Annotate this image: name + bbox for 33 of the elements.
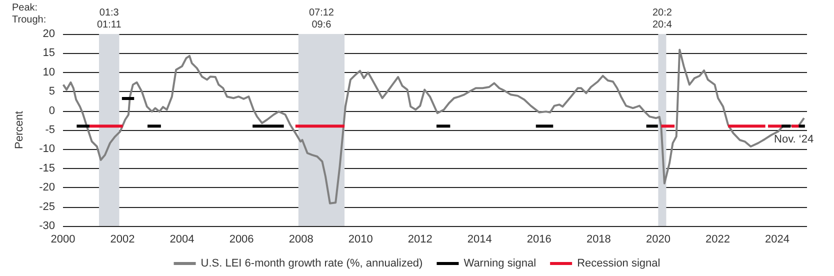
x-tick-label: 2022 xyxy=(705,234,730,246)
y-tick-label: -5 xyxy=(45,124,55,136)
text: Peak: Trough: xyxy=(12,2,46,26)
x-tick-label: 2014 xyxy=(467,234,492,246)
x-tick-label: 2024 xyxy=(765,234,790,246)
band-label: 01:3 01:11 xyxy=(96,8,122,30)
y-tick-label: 0 xyxy=(48,104,55,117)
y-tick-label: 5 xyxy=(48,86,55,98)
legend-label: Warning signal xyxy=(464,258,536,270)
legend-label: Recession signal xyxy=(577,258,660,270)
x-tick-label: 2002 xyxy=(110,234,135,246)
y-tick-label: 15 xyxy=(42,47,55,60)
x-tick-label: 2010 xyxy=(348,234,373,246)
y-tick-label: -10 xyxy=(39,143,55,156)
x-tick-label: 2016 xyxy=(526,234,552,246)
y-tick-label: 20 xyxy=(42,28,55,40)
y-tick-label: -30 xyxy=(39,220,55,232)
band-label: 07:12 09:6 xyxy=(308,8,334,30)
x-tick-label: 2020 xyxy=(646,234,670,246)
x-tick-label: 2000 xyxy=(50,234,76,246)
y-tick-label: -15 xyxy=(39,162,55,174)
x-tick-label: 2018 xyxy=(586,234,611,246)
y-axis-title: Percent xyxy=(14,111,26,149)
annotation: Nov. ‘24 xyxy=(774,134,814,146)
x-tick-label: 2006 xyxy=(229,234,254,246)
y-tick-label: -25 xyxy=(39,200,55,213)
x-tick-label: 2004 xyxy=(170,234,194,246)
band-label: 20:2 20:4 xyxy=(652,8,672,30)
y-tick-label: -20 xyxy=(39,182,55,194)
legend-label: U.S. LEI 6-month growth rate (%, annualized) xyxy=(200,258,423,270)
x-tick-label: 2012 xyxy=(408,234,432,246)
y-tick-label: 10 xyxy=(42,66,55,78)
x-tick-label: 2008 xyxy=(288,234,314,246)
